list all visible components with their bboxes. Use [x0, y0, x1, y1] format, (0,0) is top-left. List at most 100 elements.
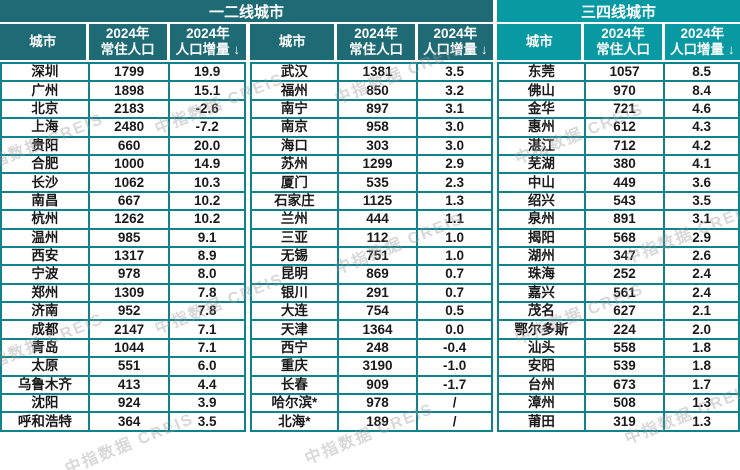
population-value: 978	[336, 393, 419, 414]
city-name: 天津	[250, 319, 339, 340]
city-name: 湖州	[497, 245, 586, 267]
population-value: 891	[583, 209, 666, 230]
increase-value: 3.5	[168, 411, 246, 432]
col-header-population: 2024年 常住人口	[337, 24, 418, 60]
city-name: 哈尔滨*	[250, 393, 339, 414]
col-header-increase-sorted: 2024年 人口增量 ↓	[169, 24, 246, 60]
table-row: 重庆 3190 -1.0	[250, 356, 493, 377]
population-value: 543	[583, 190, 666, 212]
increase-value: 20.0	[168, 135, 246, 156]
table-row: 福州 850 3.2	[250, 80, 493, 101]
increase-value: 0.5	[416, 301, 493, 322]
col-header-increase-sorted: 2024年 人口增量 ↓	[417, 24, 493, 60]
city-name: 海口	[250, 135, 339, 156]
table-row: 中山 449 3.6	[497, 172, 740, 193]
city-name: 莆田	[497, 411, 586, 432]
city-name: 南宁	[250, 98, 339, 120]
increase-value: 7.1	[168, 319, 246, 340]
increase-value: 1.0	[416, 227, 493, 248]
population-value: 189	[336, 411, 419, 432]
population-value: 112	[336, 227, 419, 248]
population-value: 850	[336, 80, 419, 101]
col-header-year: 2024年	[680, 26, 725, 41]
increase-value: 2.6	[663, 245, 740, 267]
population-value: 660	[87, 135, 171, 156]
city-name: 石家庄	[250, 190, 339, 212]
increase-value: 4.2	[663, 135, 740, 156]
table-row: 海口 303 3.0	[250, 135, 493, 156]
increase-value: /	[416, 393, 493, 414]
increase-value: 0.7	[416, 282, 493, 304]
population-value: 924	[87, 393, 171, 414]
increase-value: 2.1	[663, 301, 740, 322]
table-row: 贵阳 660 20.0	[0, 135, 246, 156]
population-value: 3190	[336, 356, 419, 377]
city-name: 芜湖	[497, 153, 586, 175]
col-header-year: 2024年	[433, 26, 478, 41]
population-value: 252	[583, 264, 666, 285]
population-value: 1057	[583, 61, 666, 83]
column-header-row: 城市 2024年 常住人口 2024年 人口增量 ↓	[250, 24, 493, 60]
table-row: 长沙 1062 10.3	[0, 172, 246, 193]
table-row: 南京 958 3.0	[250, 117, 493, 138]
table-row: 乌鲁木齐 413 4.4	[0, 374, 246, 396]
table-tier12-left: 城市 2024年 常住人口 2024年 人口增量 ↓ 深圳 1799 19.9 …	[0, 24, 246, 432]
city-name: 南昌	[0, 190, 90, 212]
population-value: 1062	[87, 172, 171, 193]
population-value: 2147	[87, 319, 171, 340]
table-row: 莆田 319 1.3	[497, 411, 740, 432]
increase-value: -2.6	[168, 98, 246, 120]
population-value: 1799	[87, 61, 171, 83]
city-name: 绍兴	[497, 190, 586, 212]
increase-value: 8.4	[663, 80, 740, 101]
population-value: 551	[87, 356, 171, 377]
table-row: 湖州 347 2.6	[497, 245, 740, 267]
table-row: 三亚 112 1.0	[250, 227, 493, 248]
population-value: 952	[87, 301, 171, 322]
table-row: 郑州 1309 7.8	[0, 282, 246, 304]
table-row: 汕头 558 1.8	[497, 337, 740, 359]
city-name: 泉州	[497, 209, 586, 230]
group-header-band: 一二线城市 三四线城市	[0, 0, 740, 22]
population-value: 1000	[87, 153, 171, 175]
table-row: 芜湖 380 4.1	[497, 153, 740, 175]
city-name: 昆明	[250, 264, 339, 285]
city-name: 乌鲁木齐	[0, 374, 90, 396]
population-value: 248	[336, 337, 419, 359]
table-row: 兰州 444 1.1	[250, 209, 493, 230]
population-value: 561	[583, 282, 666, 304]
col-header-year: 2024年	[601, 26, 645, 41]
table-row: 无锡 751 1.0	[250, 245, 493, 267]
population-value: 568	[583, 227, 666, 248]
population-value: 1299	[336, 153, 419, 175]
population-value: 751	[336, 245, 419, 267]
population-value: 958	[336, 117, 419, 138]
table-row: 西宁 248 -0.4	[250, 337, 493, 359]
city-name: 银川	[250, 282, 339, 304]
city-name: 无锡	[250, 245, 339, 267]
city-name: 长春	[250, 374, 339, 396]
table-row: 安阳 539 1.8	[497, 356, 740, 377]
population-value: 1317	[87, 245, 171, 267]
table-row: 南宁 897 3.1	[250, 98, 493, 120]
increase-value: 15.1	[168, 80, 246, 101]
population-value: 449	[583, 172, 666, 193]
table-row: 惠州 612 4.3	[497, 117, 740, 138]
increase-value: -0.4	[416, 337, 493, 359]
table-row: 漳州 508 1.3	[497, 393, 740, 414]
increase-value: 3.1	[416, 98, 493, 120]
population-value: 1898	[87, 80, 171, 101]
column-header-row: 城市 2024年 常住人口 2024年 人口增量 ↓	[497, 24, 740, 60]
table-row: 昆明 869 0.7	[250, 264, 493, 285]
city-name: 厦门	[250, 172, 339, 193]
col-header-population-label: 常住人口	[349, 42, 404, 57]
increase-value: 2.4	[663, 282, 740, 304]
population-value: 667	[87, 190, 171, 212]
table-row: 嘉兴 561 2.4	[497, 282, 740, 304]
increase-value: 8.0	[168, 264, 246, 285]
group-header-tier34: 三四线城市	[497, 0, 740, 22]
city-name: 济南	[0, 301, 90, 322]
city-name: 揭阳	[497, 227, 586, 248]
city-name: 金华	[497, 98, 586, 120]
